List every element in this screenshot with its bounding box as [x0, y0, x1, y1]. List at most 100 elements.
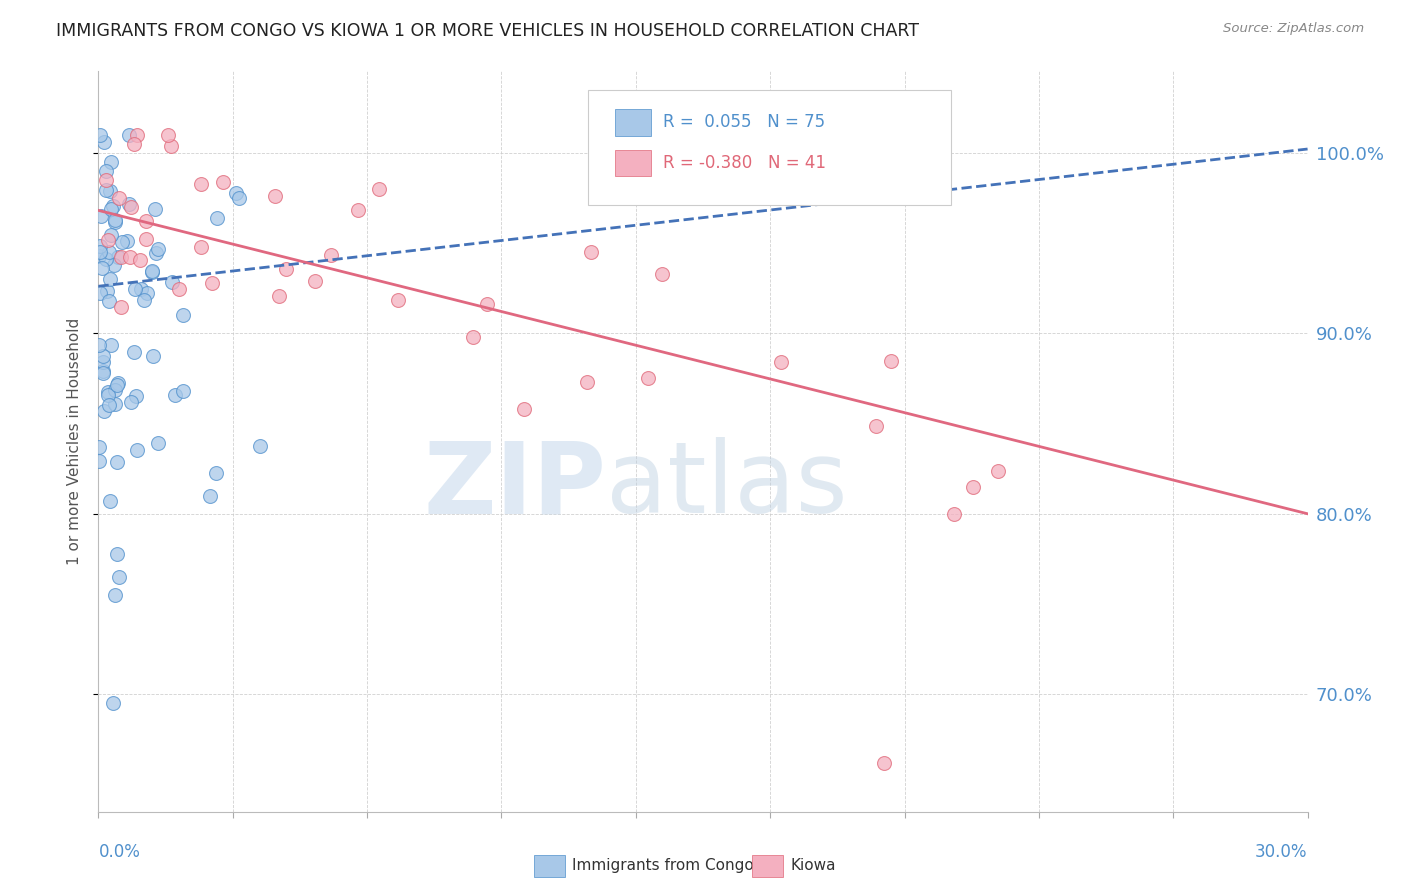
Point — [110, 300, 132, 314]
Point — [93, 404, 115, 418]
Point — [205, 211, 228, 225]
Point — [212, 175, 235, 189]
Point — [111, 235, 134, 249]
Point — [107, 570, 129, 584]
Point — [98, 493, 121, 508]
Point — [93, 135, 115, 149]
Text: Kiowa: Kiowa — [790, 858, 835, 872]
Point — [98, 398, 121, 412]
Point — [122, 345, 145, 359]
Point — [880, 354, 903, 368]
Text: 0.0%: 0.0% — [98, 843, 141, 861]
Y-axis label: 1 or more Vehicles in Household: 1 or more Vehicles in Household — [67, 318, 83, 566]
Point — [135, 232, 157, 246]
Point — [90, 261, 112, 276]
Point — [127, 443, 149, 458]
Point — [264, 189, 287, 203]
Point — [368, 182, 391, 196]
Point — [943, 507, 966, 521]
Point — [104, 215, 127, 229]
Point — [225, 186, 247, 200]
Point — [304, 274, 326, 288]
Point — [461, 330, 484, 344]
Point — [249, 439, 271, 453]
Point — [103, 588, 125, 602]
Point — [387, 293, 409, 307]
Point — [769, 355, 792, 369]
Point — [97, 388, 120, 402]
Text: R =  0.055   N = 75: R = 0.055 N = 75 — [664, 113, 825, 131]
Text: IMMIGRANTS FROM CONGO VS KIOWA 1 OR MORE VEHICLES IN HOUSEHOLD CORRELATION CHART: IMMIGRANTS FROM CONGO VS KIOWA 1 OR MORE… — [56, 22, 920, 40]
Point — [136, 285, 159, 300]
Point — [190, 240, 212, 254]
Point — [105, 378, 128, 392]
Point — [91, 355, 114, 369]
Point — [198, 489, 221, 503]
Point — [513, 401, 536, 416]
Point — [107, 191, 129, 205]
Text: Immigrants from Congo: Immigrants from Congo — [572, 858, 754, 872]
Point — [157, 128, 180, 142]
FancyBboxPatch shape — [614, 150, 651, 177]
Point — [89, 128, 111, 142]
FancyBboxPatch shape — [588, 90, 950, 204]
Point — [100, 338, 122, 352]
Point — [122, 136, 145, 151]
Text: atlas: atlas — [606, 437, 848, 534]
Point — [865, 419, 887, 434]
Point — [103, 199, 125, 213]
Point — [103, 212, 125, 227]
Point — [104, 384, 127, 398]
Point — [160, 275, 183, 289]
Point — [89, 238, 111, 252]
Point — [347, 203, 370, 218]
Point — [274, 261, 297, 276]
Point — [100, 228, 122, 243]
Text: Source: ZipAtlas.com: Source: ZipAtlas.com — [1223, 22, 1364, 36]
Point — [135, 214, 157, 228]
Point — [91, 364, 114, 378]
Point — [475, 297, 498, 311]
Point — [134, 293, 156, 307]
Point — [962, 480, 984, 494]
Point — [96, 163, 118, 178]
Point — [118, 197, 141, 211]
Point — [98, 244, 121, 259]
Point — [87, 249, 110, 263]
FancyBboxPatch shape — [614, 109, 651, 136]
Point — [124, 282, 146, 296]
Point — [91, 349, 114, 363]
Point — [89, 440, 111, 454]
Point — [204, 466, 226, 480]
Point — [103, 258, 125, 272]
Point — [96, 252, 118, 266]
Point — [127, 128, 149, 142]
Point — [110, 250, 132, 264]
Point — [159, 139, 181, 153]
Point — [581, 244, 603, 259]
Point — [97, 384, 120, 399]
Point — [96, 172, 118, 186]
Point — [129, 282, 152, 296]
Point — [172, 384, 194, 398]
Point — [120, 395, 142, 409]
Text: R = -0.380   N = 41: R = -0.380 N = 41 — [664, 154, 827, 172]
Point — [105, 547, 128, 561]
Point — [321, 248, 343, 262]
Point — [637, 371, 659, 385]
Point — [228, 191, 250, 205]
Text: ZIP: ZIP — [423, 437, 606, 534]
Point — [118, 128, 141, 142]
Point — [651, 268, 673, 282]
Point — [94, 183, 117, 197]
Point — [105, 455, 128, 469]
Point — [98, 272, 121, 286]
Point — [96, 284, 118, 298]
Point — [97, 233, 120, 247]
Point — [142, 349, 165, 363]
Point — [89, 286, 111, 301]
Point — [145, 246, 167, 260]
Point — [98, 293, 121, 308]
Point — [987, 464, 1010, 478]
Point — [89, 454, 111, 468]
